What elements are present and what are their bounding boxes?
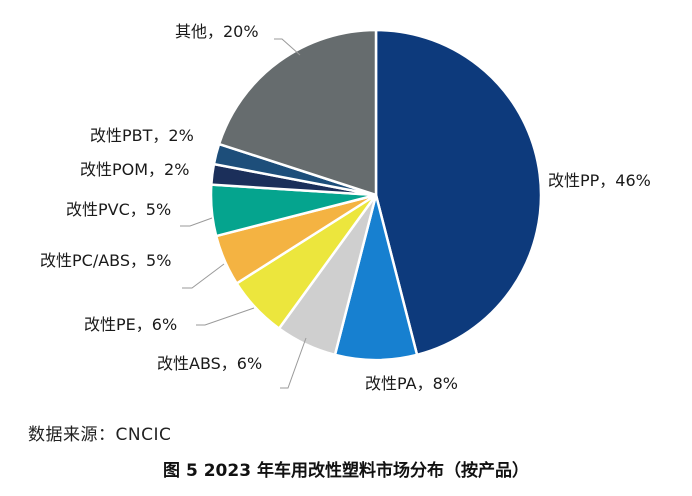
pie-slice-8	[217, 28, 378, 197]
data-source: 数据来源：CNCIC	[28, 425, 172, 445]
slice-label-6: 改性POM，2%	[80, 160, 189, 179]
slice-label-4: 改性PC/ABS，5%	[40, 251, 171, 270]
leader-line-4	[182, 263, 225, 289]
leader-line-8	[274, 38, 301, 56]
slice-label-3: 改性PE，6%	[84, 315, 177, 334]
leader-line-2	[280, 337, 307, 389]
slice-label-1: 改性PA，8%	[365, 374, 458, 393]
slice-label-7: 改性PBT，2%	[90, 126, 194, 145]
slice-label-8: 其他，20%	[175, 22, 259, 41]
pie-chart-svg: 改性PP，46% 改性PA，8% 改性ABS，6% 改性PE，6% 改性PC/ABS，5…	[40, 22, 651, 393]
slice-label-0: 改性PP，46%	[548, 171, 651, 190]
slice-label-5: 改性PVC，5%	[66, 200, 171, 219]
figure-caption: 图 5 2023 年车用改性塑料市场分布（按产品）	[163, 461, 529, 481]
leader-line-3	[196, 307, 255, 326]
pie-chart: 改性PP，46% 改性PA，8% 改性ABS，6% 改性PE，6% 改性PC/ABS，5…	[40, 22, 651, 393]
slice-label-2: 改性ABS，6%	[157, 354, 262, 373]
pie-slice-0	[374, 28, 543, 357]
leader-line-5	[180, 217, 213, 227]
